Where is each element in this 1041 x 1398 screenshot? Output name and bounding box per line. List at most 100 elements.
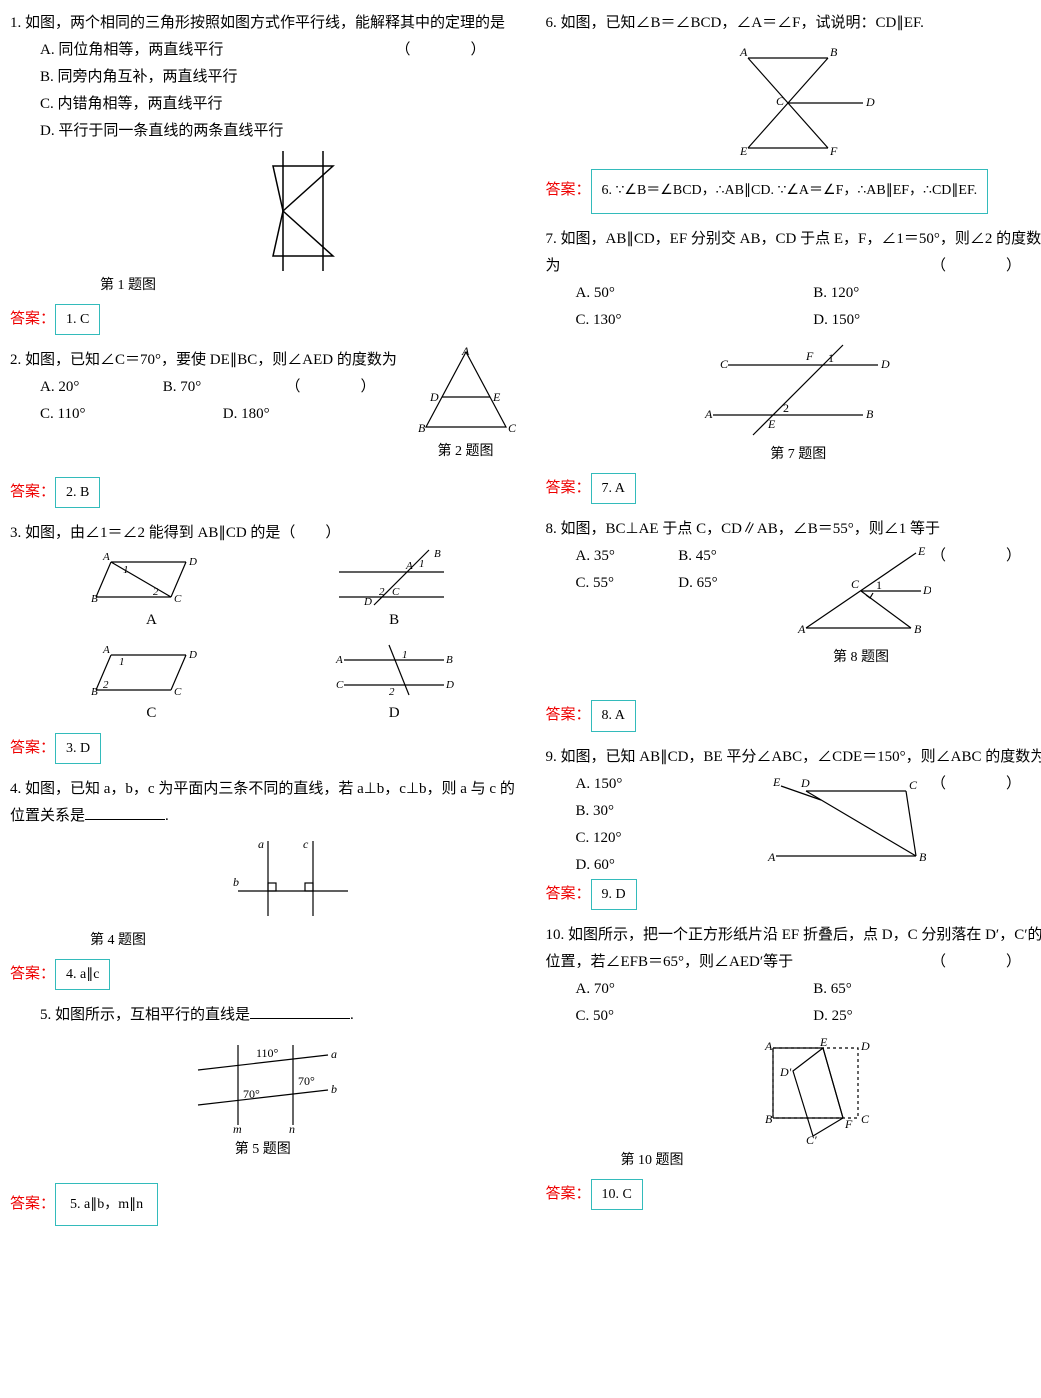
q5-caption: 第 5 题图 [10, 1137, 516, 1162]
q1-paren: （ ） [395, 37, 495, 64]
page: 1. 如图，两个相同的三角形按照如图方式作平行线，能解释其中的定理的是 （ ） A… [10, 10, 1041, 1238]
svg-text:F: F [829, 144, 838, 158]
q3-choice-d: ABCD12 D [273, 640, 516, 727]
answer-box: 2. B [55, 477, 100, 508]
svg-text:A: A [764, 1039, 773, 1053]
svg-text:A: A [739, 45, 748, 59]
q9-a: A. 150° [546, 771, 751, 798]
question-2: 2. 如图，已知∠C＝70°，要使 DE∥BC，则∠AED 的度数为 （ ） A.… [10, 347, 516, 464]
q2-d: D. 180° [223, 401, 406, 428]
svg-text:E: E [492, 390, 501, 404]
q7-figure: C D A B F E 1 2 第 7 题图 [546, 340, 1041, 467]
q2-paren: （ ） [285, 374, 385, 401]
q10-answer: 答案：10. C [546, 1179, 1041, 1210]
svg-text:D: D [922, 583, 931, 597]
q6-answer: 答案：6. ∵∠B＝∠BCD，∴AB∥CD. ∵∠A＝∠F，∴AB∥EF，∴CD… [546, 169, 1041, 214]
svg-text:B: B [914, 622, 922, 636]
svg-text:B: B [830, 45, 838, 59]
answer-label: 答案： [10, 311, 55, 327]
svg-text:m: m [233, 1122, 242, 1135]
q10-paren: （ ） [931, 949, 1031, 976]
q1-caption: 第 1 题图 [100, 273, 516, 298]
q8-text: 8. 如图，BC⊥AE 于点 C，CD∥AB，∠B＝55°，则∠1 等于（ ） [546, 516, 1041, 543]
answer-box: 1. C [55, 304, 100, 335]
svg-text:1: 1 [119, 656, 125, 668]
q2-caption: 第 2 题图 [416, 439, 516, 464]
q3-choice-c: ADBC12 C [30, 640, 273, 727]
q8-stem: 8. 如图，BC⊥AE 于点 C，CD∥AB，∠B＝55°，则∠1 等于 [546, 521, 941, 537]
q3-label-b: B [273, 607, 516, 634]
svg-text:2: 2 [379, 586, 385, 598]
svg-text:C′: C′ [806, 1133, 817, 1146]
q9-paren: （ ） [931, 771, 1031, 798]
answer-label: 答案： [10, 1196, 55, 1212]
svg-text:2: 2 [783, 401, 789, 415]
svg-text:D: D [429, 390, 439, 404]
question-8: 8. 如图，BC⊥AE 于点 C，CD∥AB，∠B＝55°，则∠1 等于（ ） … [546, 516, 1041, 731]
q10-text: 10. 如图所示，把一个正方形纸片沿 EF 折叠后，点 D，C 分别落在 D′，… [546, 922, 1041, 976]
q1-opt-d: D. 平行于同一条直线的两条直线平行 [10, 118, 516, 145]
q9-figure: E D C A B [761, 771, 931, 871]
q8-a: A. 35° [576, 543, 679, 570]
question-9: 9. 如图，已知 AB∥CD，BE 平分∠ABC，∠CDE＝150°，则∠ABC… [546, 744, 1041, 910]
q2-a: A. 20° [40, 374, 163, 401]
q9-stem: 9. 如图，已知 AB∥CD，BE 平分∠ABC，∠CDE＝150°，则∠ABC… [546, 749, 1041, 765]
q7-d: D. 150° [813, 307, 1041, 334]
q2-figure: A B C D E 第 2 题图 [416, 347, 516, 464]
svg-text:a: a [331, 1047, 337, 1061]
svg-text:C: C [336, 679, 344, 691]
q5-stem: 5. 如图所示，互相平行的直线是 [40, 1007, 250, 1023]
svg-text:1: 1 [402, 649, 408, 661]
svg-text:B: B [866, 407, 874, 421]
q8-answer: 答案：8. A [546, 700, 1041, 731]
svg-text:1: 1 [123, 564, 129, 576]
svg-text:B: B [91, 593, 98, 605]
q8-b: B. 45° [678, 543, 781, 570]
answer-box: 4. a∥c [55, 959, 110, 990]
svg-text:F: F [805, 349, 814, 363]
q1-stem: 1. 如图，两个相同的三角形按照如图方式作平行线，能解释其中的定理的是 [10, 15, 505, 31]
q1-opt-b: B. 同旁内角互补，两直线平行 [10, 64, 516, 91]
svg-text:2: 2 [389, 686, 395, 698]
answer-label: 答案： [546, 886, 591, 902]
svg-text:C: C [174, 593, 182, 605]
svg-text:E: E [772, 775, 781, 789]
q3-label-d: D [273, 700, 516, 727]
svg-text:B: B [91, 686, 98, 698]
q2-stem: 2. 如图，已知∠C＝70°，要使 DE∥BC，则∠AED 的度数为 [10, 352, 397, 368]
q7-row2: C. 130°D. 150° [546, 307, 1041, 334]
q1-opt-c: C. 内错角相等，两直线平行 [10, 91, 516, 118]
q9-b: B. 30° [546, 798, 751, 825]
svg-text:E: E [819, 1036, 828, 1049]
svg-text:D′: D′ [779, 1065, 792, 1079]
answer-label: 答案： [10, 484, 55, 500]
q4-caption: 第 4 题图 [90, 928, 516, 953]
q1-answer: 答案：1. C [10, 304, 516, 335]
question-3: 3. 如图，由∠1＝∠2 能得到 AB∥CD 的是（ ） ADBC12 A AB… [10, 520, 516, 764]
svg-text:D: D [445, 679, 454, 691]
svg-text:b: b [331, 1082, 337, 1096]
q6-figure: A B C D E F [546, 43, 1041, 163]
svg-text:B: B [765, 1112, 773, 1126]
right-column: 6. 如图，已知∠B＝∠BCD，∠A＝∠F，试说明：CD∥EF. A B C D [546, 10, 1041, 1238]
svg-text:C: C [861, 1112, 870, 1126]
q5-answer: 答案：5. a∥b，m∥n [10, 1183, 516, 1226]
q7-paren: （ ） [931, 253, 1031, 280]
answer-label: 答案： [546, 707, 591, 723]
answer-box: 5. a∥b，m∥n [55, 1183, 158, 1226]
q5-text: 5. 如图所示，互相平行的直线是. [10, 1002, 516, 1029]
question-10: 10. 如图所示，把一个正方形纸片沿 EF 折叠后，点 D，C 分别落在 D′，… [546, 922, 1041, 1210]
svg-text:C: C [776, 94, 785, 108]
q3-choice-a: ADBC12 A [30, 547, 273, 634]
svg-text:A: A [335, 654, 343, 666]
q2-c: C. 110° [40, 401, 223, 428]
question-4: 4. 如图，已知 a，b，c 为平面内三条不同的直线，若 a⊥b，c⊥b，则 a… [10, 776, 516, 990]
svg-text:E: E [739, 144, 748, 158]
svg-text:D: D [363, 596, 372, 607]
svg-text:70°: 70° [298, 1074, 315, 1088]
q7-b: B. 120° [813, 280, 1041, 307]
q10-row2: C. 50°D. 25° [546, 1003, 1041, 1030]
q10-caption: 第 10 题图 [621, 1148, 1041, 1173]
svg-text:C: C [851, 577, 860, 591]
svg-text:D: D [880, 357, 890, 371]
